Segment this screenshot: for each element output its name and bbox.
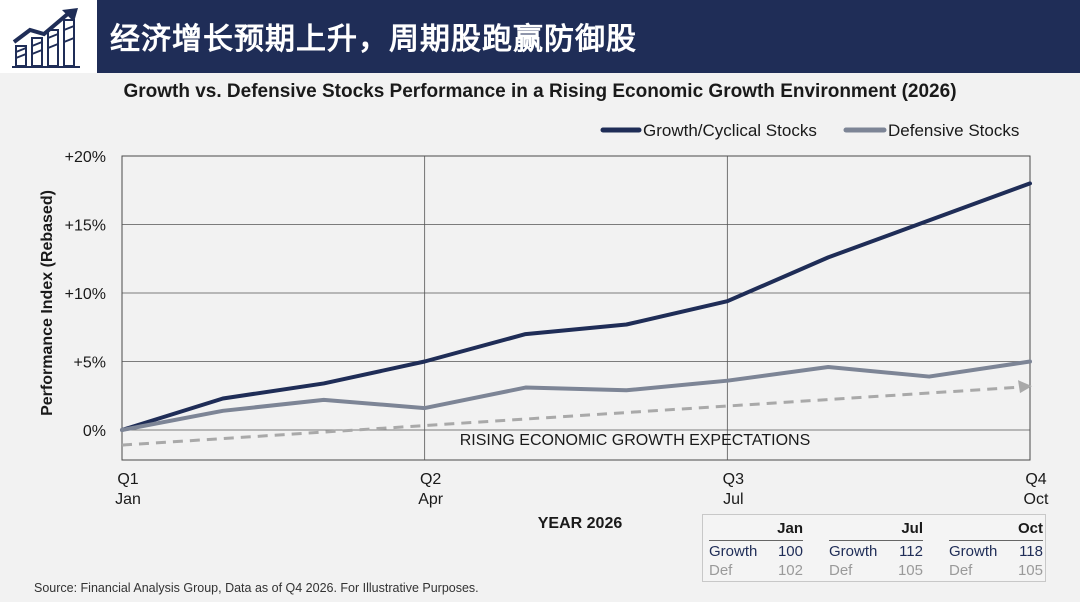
x-tick-label: Apr [418, 491, 444, 508]
summary-column-oct: Oct Growth 118 Def 105 [949, 515, 1043, 581]
summary-month: Jul [901, 520, 923, 537]
y-tick-label: +5% [74, 355, 106, 372]
summary-column-jul: Jul Growth 112 Def 105 [829, 515, 923, 581]
growth-value: 118 [1019, 543, 1043, 560]
header: 经济增长预期上升，周期股跑赢防御股 [0, 0, 1080, 73]
summary-column-jan: Jan Growth 100 Def 102 [709, 515, 803, 581]
x-tick-label: Q1 [117, 471, 138, 488]
defensive-series-line [120, 359, 1032, 432]
growth-series-line [120, 181, 1032, 432]
plot-area [121, 155, 1031, 461]
growth-value: 100 [777, 543, 803, 560]
chart-title: Growth vs. Defensive Stocks Performance … [123, 81, 957, 102]
growth-label: Growth [829, 543, 878, 560]
y-tick-label: +10% [65, 286, 106, 303]
def-value: 105 [1017, 562, 1043, 579]
x-tick-label: Q2 [420, 471, 441, 488]
def-value: 105 [897, 562, 923, 579]
y-tick-label: +15% [65, 218, 106, 235]
legend-label: Growth/Cyclical Stocks [643, 121, 817, 140]
growth-value: 112 [899, 543, 923, 560]
x-tick-label: Q3 [723, 471, 744, 488]
growth-label: Growth [709, 543, 758, 560]
def-label: Def [829, 562, 853, 579]
def-label: Def [709, 562, 733, 579]
header-bar [97, 0, 1080, 73]
summary-month: Jan [777, 520, 803, 537]
trend-arrowhead [1018, 380, 1032, 394]
x-axis-title: YEAR 2026 [538, 515, 623, 532]
page-title: 经济增长预期上升，周期股跑赢防御股 [110, 22, 637, 57]
y-axis-title: Performance Index (Rebased) [39, 190, 56, 416]
trend-label: RISING ECONOMIC GROWTH EXPECTATIONS [460, 432, 811, 449]
source-note: Source: Financial Analysis Group, Data a… [34, 581, 479, 595]
summary-month: Oct [1017, 520, 1043, 537]
y-tick-label: 0% [83, 423, 106, 440]
x-tick-label: Jan [115, 491, 141, 508]
summary-table: Jan Growth 100 Def 102 Jul Growth 112 Def 10… [702, 514, 1046, 582]
def-value: 102 [777, 562, 803, 579]
growth-label: Growth [949, 543, 998, 560]
x-tick-label: Jul [723, 491, 743, 508]
legend-label: Defensive Stocks [888, 121, 1019, 140]
x-tick-label: Q4 [1025, 471, 1046, 488]
trend-line [121, 385, 1021, 447]
y-tick-label: +20% [65, 149, 106, 166]
rising-bar-chart-icon [12, 8, 80, 68]
def-label: Def [949, 562, 973, 579]
x-tick-label: Oct [1024, 491, 1049, 508]
